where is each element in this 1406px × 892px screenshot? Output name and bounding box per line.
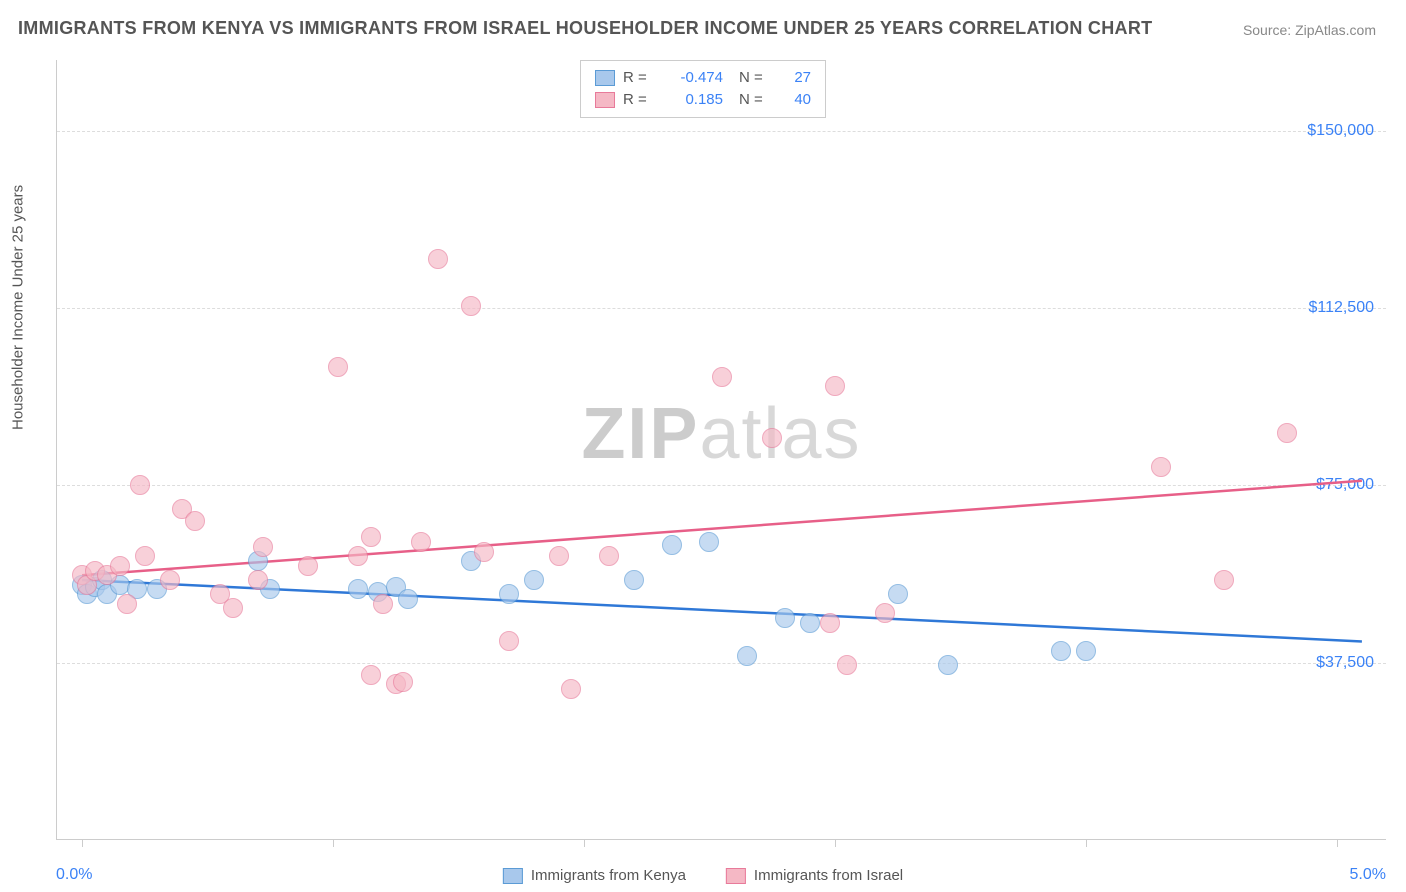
data-point (1151, 457, 1171, 477)
data-point (599, 546, 619, 566)
legend-row: R = 0.185 N = 40 (595, 89, 811, 111)
data-point (712, 367, 732, 387)
legend-swatch (595, 92, 615, 108)
data-point (800, 613, 820, 633)
data-point (825, 376, 845, 396)
data-point (117, 594, 137, 614)
data-point (820, 613, 840, 633)
data-point (411, 532, 431, 552)
x-tick (1337, 839, 1338, 847)
data-point (1277, 423, 1297, 443)
data-point (549, 546, 569, 566)
source-attribution: Source: ZipAtlas.com (1243, 22, 1376, 38)
data-point (348, 546, 368, 566)
data-point (135, 546, 155, 566)
data-point (130, 475, 150, 495)
scatter-plot-area: ZIPatlas $37,500$75,000$112,500$150,000 (56, 60, 1386, 840)
legend-series-name: Immigrants from Kenya (531, 867, 686, 884)
data-point (837, 655, 857, 675)
data-point (373, 594, 393, 614)
data-point (875, 603, 895, 623)
legend-row: R = -0.474 N = 27 (595, 67, 811, 89)
y-axis-title: Householder Income Under 25 years (10, 185, 27, 430)
data-point (393, 672, 413, 692)
data-point (328, 357, 348, 377)
data-point (499, 631, 519, 651)
data-point (524, 570, 544, 590)
data-point (474, 542, 494, 562)
x-tick (333, 839, 334, 847)
regression-line (82, 481, 1362, 576)
data-point (499, 584, 519, 604)
legend-r-value: -0.474 (659, 67, 723, 89)
x-tick (835, 839, 836, 847)
data-point (1051, 641, 1071, 661)
data-point (461, 296, 481, 316)
data-point (248, 570, 268, 590)
data-point (298, 556, 318, 576)
data-point (662, 535, 682, 555)
legend-swatch (726, 868, 746, 884)
data-point (361, 527, 381, 547)
data-point (624, 570, 644, 590)
legend-n-value: 40 (775, 89, 811, 111)
legend-item: Immigrants from Kenya (503, 867, 686, 884)
data-point (185, 511, 205, 531)
legend-n-value: 27 (775, 67, 811, 89)
legend-n-label: N = (739, 67, 767, 89)
x-tick (584, 839, 585, 847)
legend-series-name: Immigrants from Israel (754, 867, 903, 884)
data-point (398, 589, 418, 609)
data-point (775, 608, 795, 628)
data-point (110, 556, 130, 576)
data-point (160, 570, 180, 590)
legend-n-label: N = (739, 89, 767, 111)
data-point (210, 584, 230, 604)
data-point (561, 679, 581, 699)
data-point (762, 428, 782, 448)
legend-swatch (595, 70, 615, 86)
data-point (737, 646, 757, 666)
legend-swatch (503, 868, 523, 884)
x-tick (1086, 839, 1087, 847)
series-legend: Immigrants from Kenya Immigrants from Isr… (503, 867, 903, 884)
legend-r-label: R = (623, 89, 651, 111)
x-tick (82, 839, 83, 847)
legend-r-value: 0.185 (659, 89, 723, 111)
regression-lines (57, 60, 1387, 840)
data-point (1214, 570, 1234, 590)
correlation-legend: R = -0.474 N = 27 R = 0.185 N = 40 (580, 60, 826, 118)
data-point (348, 579, 368, 599)
x-axis-max-label: 5.0% (1350, 866, 1386, 884)
data-point (938, 655, 958, 675)
legend-item: Immigrants from Israel (726, 867, 903, 884)
data-point (428, 249, 448, 269)
data-point (699, 532, 719, 552)
chart-title: IMMIGRANTS FROM KENYA VS IMMIGRANTS FROM… (18, 18, 1152, 39)
data-point (253, 537, 273, 557)
x-axis-min-label: 0.0% (56, 866, 92, 884)
data-point (361, 665, 381, 685)
data-point (888, 584, 908, 604)
legend-r-label: R = (623, 67, 651, 89)
data-point (1076, 641, 1096, 661)
